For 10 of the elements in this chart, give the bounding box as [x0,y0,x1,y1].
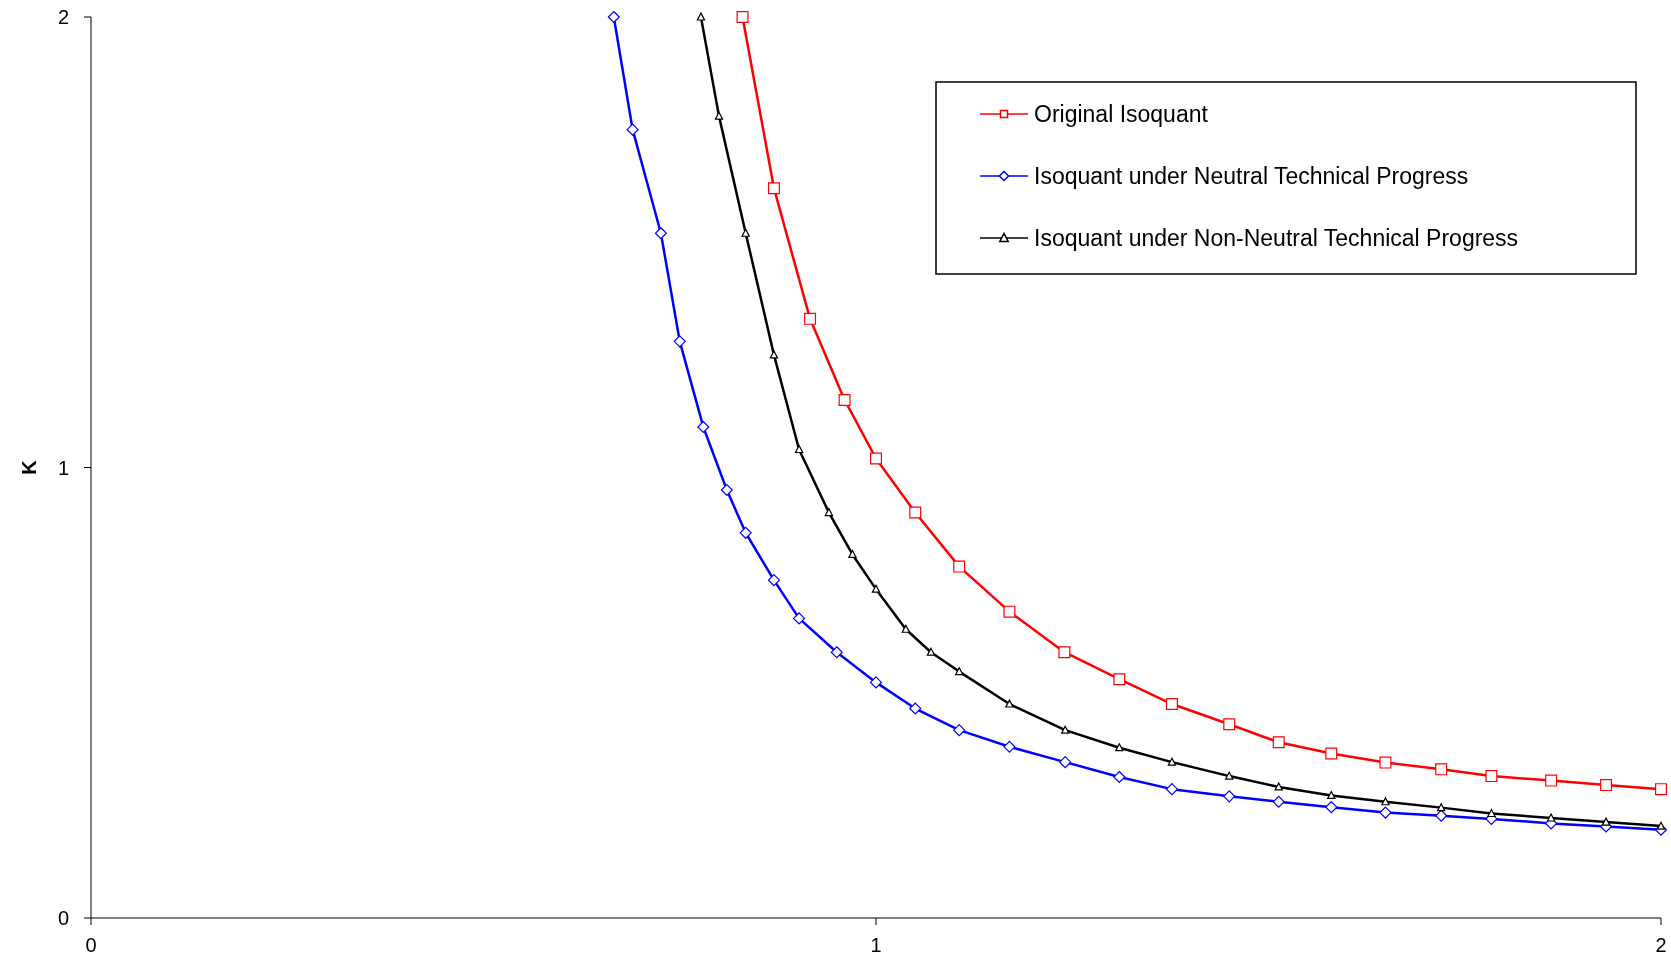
x-tick-label: 1 [870,934,882,956]
x-tick-label: 0 [85,934,97,956]
y-tick-label: 1 [57,456,69,479]
legend-label: Isoquant under Neutral Technical Progress [1034,163,1469,190]
y-tick-label: 2 [57,6,69,28]
legend-label: Original Isoquant [1034,101,1209,128]
y-axis-title: K [18,459,40,475]
legend-label: Isoquant under Non-Neutral Technical Progress [1034,225,1519,252]
y-tick-label: 0 [57,907,69,929]
x-tick-label: 2 [1655,934,1667,956]
